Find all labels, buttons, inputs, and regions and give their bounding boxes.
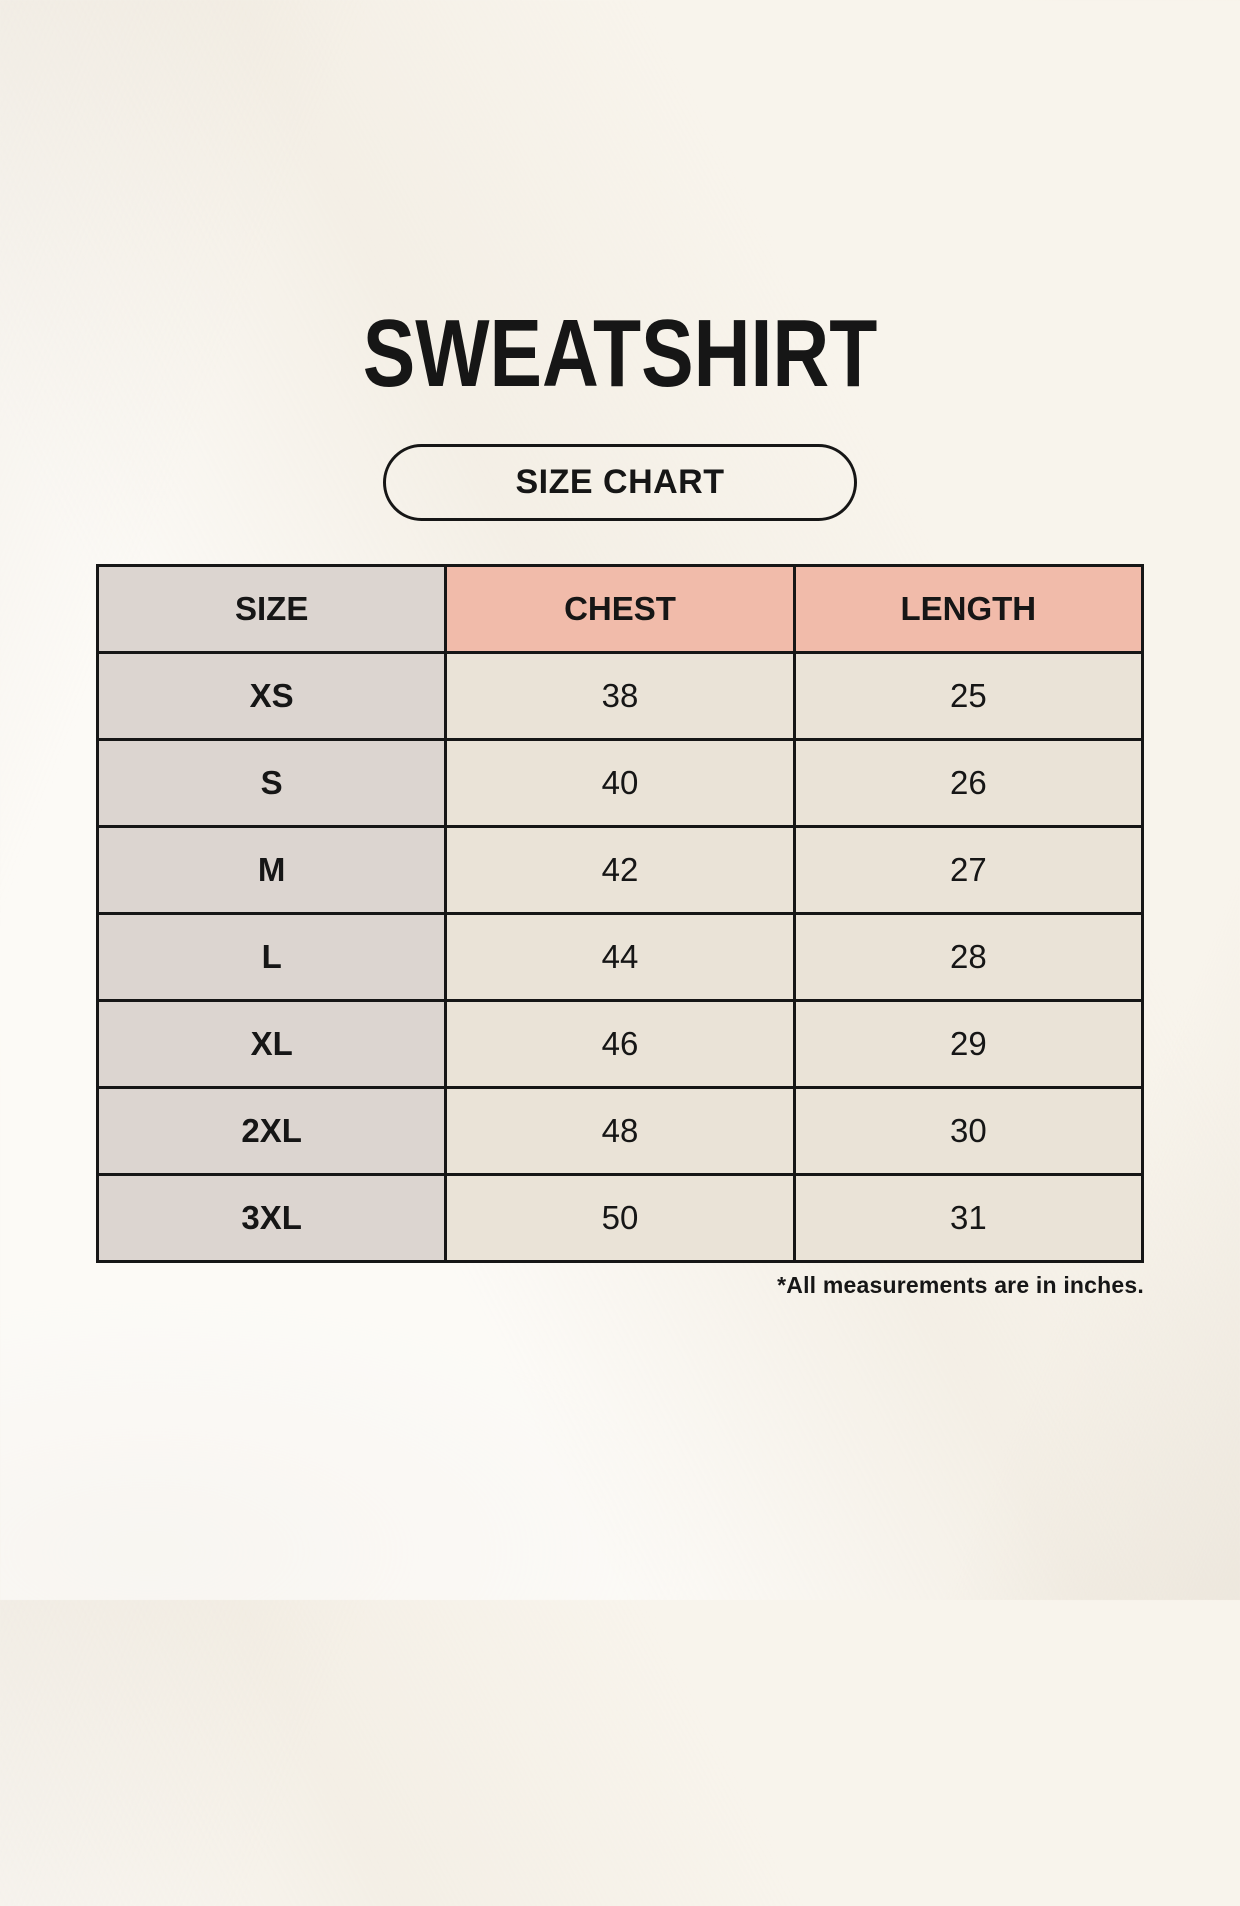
size-chart-page: SWEATSHIRT SIZE CHART SIZE CHEST LENGTH … [0,306,1240,1906]
table-row: XL 46 29 [95,999,1145,1089]
size-cell: 2XL [95,1086,448,1176]
chest-cell: 50 [444,1173,796,1263]
table-row: XS 38 25 [95,651,1145,741]
size-cell: 3XL [95,1173,448,1263]
table-row: S 40 26 [95,738,1145,828]
length-cell: 27 [792,825,1145,915]
table-row: 3XL 50 31 [95,1173,1145,1263]
chest-cell: 46 [444,999,796,1089]
size-cell: XS [95,651,448,741]
size-chart-badge-label: SIZE CHART [515,463,725,501]
header-length: LENGTH [792,564,1145,654]
table-row: M 42 27 [95,825,1145,915]
length-cell: 30 [792,1086,1145,1176]
length-cell: 26 [792,738,1145,828]
length-cell: 29 [792,999,1145,1089]
chest-cell: 42 [444,825,796,915]
header-size: SIZE [95,564,448,654]
header-chest: CHEST [444,564,796,654]
size-cell: L [95,912,448,1002]
chest-cell: 48 [444,1086,796,1176]
size-cell: S [95,738,448,828]
table-row: 2XL 48 30 [95,1086,1145,1176]
length-cell: 28 [792,912,1145,1002]
table-header-row: SIZE CHEST LENGTH [95,564,1145,654]
size-chart-badge: SIZE CHART [383,444,857,521]
product-title: SWEATSHIRT [362,300,878,407]
table-row: L 44 28 [95,912,1145,1002]
chest-cell: 44 [444,912,796,1002]
length-cell: 25 [792,651,1145,741]
chest-cell: 40 [444,738,796,828]
length-cell: 31 [792,1173,1145,1263]
chest-cell: 38 [444,651,796,741]
size-chart-table: SIZE CHEST LENGTH XS 38 25 S 40 26 M 42 … [95,564,1145,1263]
measurements-footnote: *All measurements are in inches. [777,1272,1144,1298]
size-cell: M [95,825,448,915]
size-cell: XL [95,999,448,1089]
